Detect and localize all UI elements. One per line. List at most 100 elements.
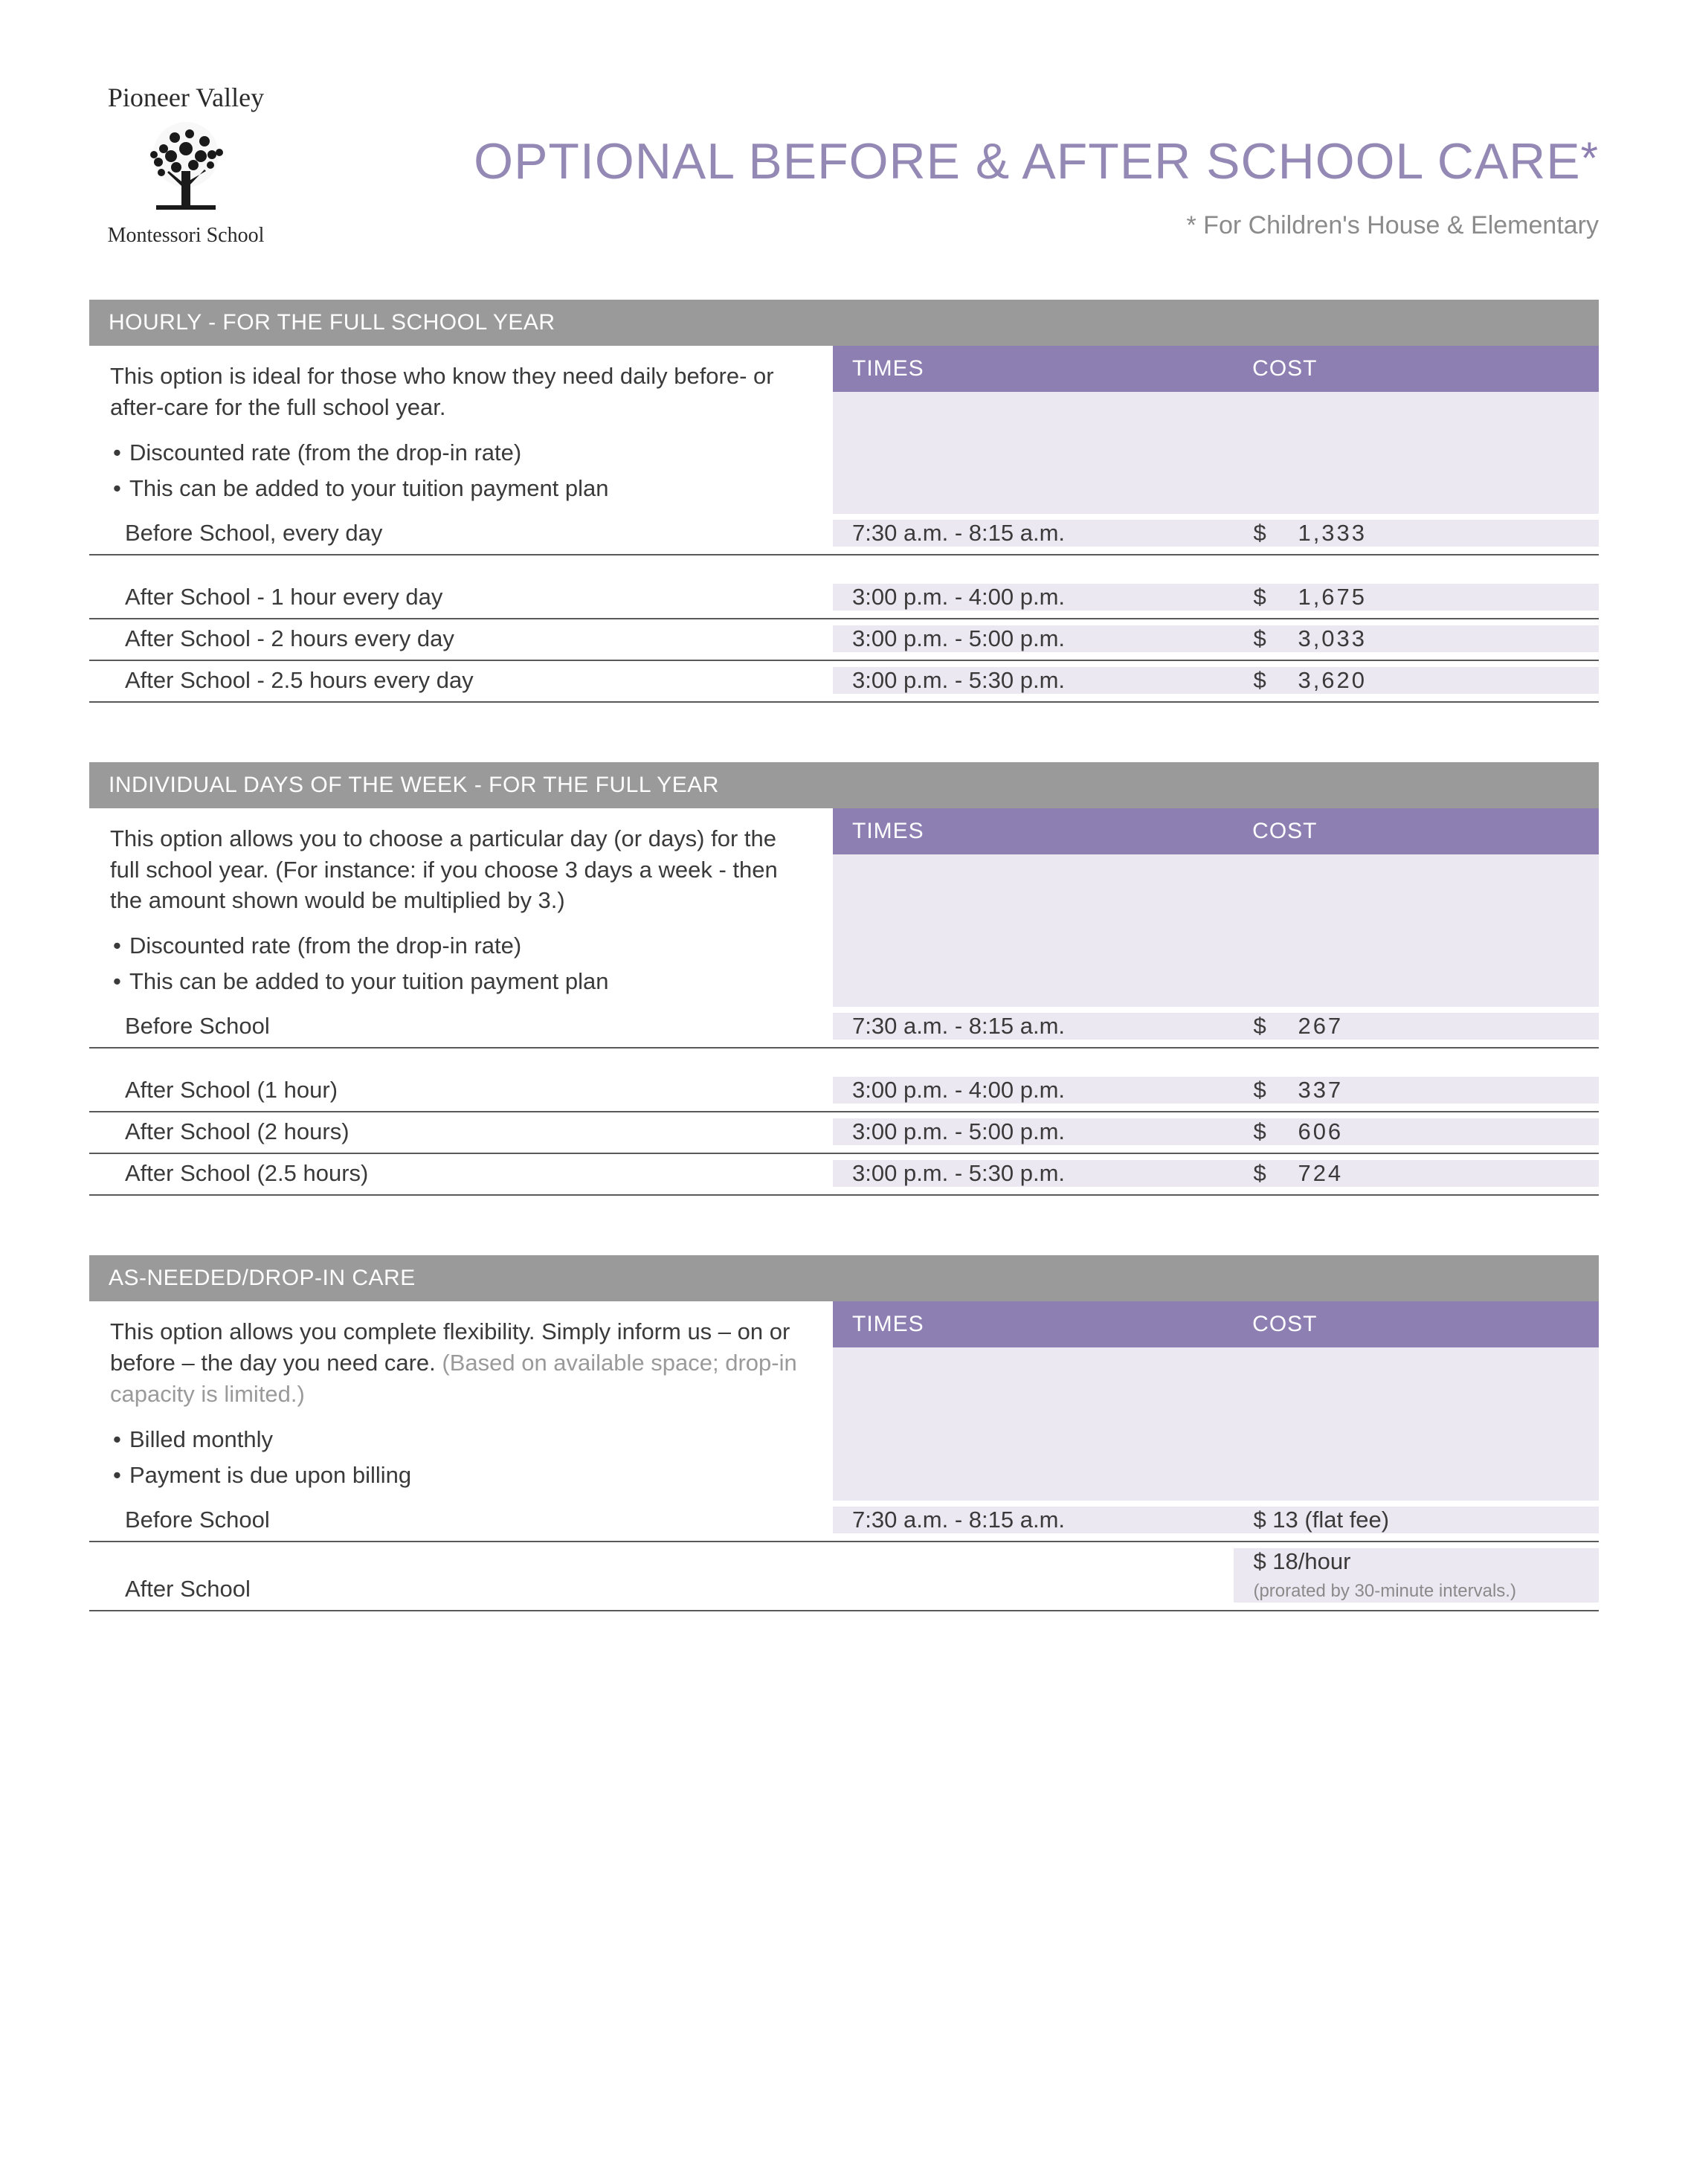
- bullet-dot: •: [113, 471, 129, 506]
- bullet-text: This can be added to your tuition paymen…: [129, 964, 609, 999]
- currency-symbol: $: [1253, 1118, 1275, 1145]
- title-asterisk: *: [1581, 133, 1599, 183]
- cost-header: COST: [1233, 1301, 1599, 1347]
- data-column: TIMESCOST: [833, 808, 1599, 1008]
- sections-container: HOURLY - FOR THE FULL SCHOOL YEARThis op…: [89, 300, 1599, 1626]
- pricing-section: AS-NEEDED/DROP-IN CARE This option allows…: [89, 1255, 1599, 1626]
- data-column: TIMESCOST: [833, 346, 1599, 514]
- currency-symbol: $: [1253, 667, 1275, 694]
- currency-symbol: $: [1253, 520, 1275, 547]
- currency-symbol: $: [1253, 1013, 1275, 1040]
- section-header: INDIVIDUAL DAYS OF THE WEEK - FOR THE FU…: [89, 762, 1599, 808]
- cost-value: 337: [1298, 1077, 1343, 1104]
- cost-value: 1,675: [1298, 584, 1367, 611]
- description-note: (Based on available space; drop-in capac…: [110, 1350, 797, 1407]
- row-cost: $724: [1234, 1160, 1599, 1187]
- bullet-dot: •: [113, 1457, 129, 1493]
- price-row: After School (2 hours)3:00 p.m. - 5:00 p…: [89, 1112, 1599, 1154]
- row-times: 3:00 p.m. - 4:00 p.m.: [833, 1077, 1234, 1104]
- title-block: OPTIONAL BEFORE & AFTER SCHOOL CARE* * F…: [312, 132, 1599, 248]
- row-times: 3:00 p.m. - 5:00 p.m.: [833, 1118, 1234, 1145]
- cost-header: COST: [1233, 808, 1599, 854]
- cost-value: 724: [1298, 1160, 1343, 1187]
- row-times: 7:30 a.m. - 8:15 a.m.: [833, 1507, 1234, 1533]
- bullet-item: •This can be added to your tuition payme…: [113, 471, 812, 506]
- bullet-dot: •: [113, 964, 129, 999]
- section-body: This option is ideal for those who know …: [89, 346, 1599, 514]
- logo-text-bottom: Montessori School: [89, 224, 283, 248]
- bullet-dot: •: [113, 1422, 129, 1457]
- bullet-text: Payment is due upon billing: [129, 1457, 411, 1493]
- cost-text: $ 13 (flat fee): [1253, 1507, 1599, 1533]
- column-headers: TIMESCOST: [833, 808, 1599, 854]
- row-cost: $606: [1234, 1118, 1599, 1145]
- data-fill: [833, 1347, 1599, 1501]
- price-row: After School - 1 hour every day3:00 p.m.…: [89, 578, 1599, 619]
- row-times: 3:00 p.m. - 4:00 p.m.: [833, 584, 1234, 611]
- price-row: After School $ 18/hour(prorated by 30-min…: [89, 1542, 1599, 1611]
- section-tail: [89, 703, 1599, 718]
- column-headers: TIMESCOST: [833, 346, 1599, 392]
- row-label: After School (2 hours): [89, 1118, 833, 1145]
- row-cost: $267: [1234, 1013, 1599, 1040]
- row-spacer: [89, 555, 1599, 578]
- bullet-text: Discounted rate (from the drop-in rate): [129, 928, 521, 964]
- row-cost: $ 18/hour(prorated by 30-minute interval…: [1234, 1548, 1599, 1602]
- cost-value: 606: [1298, 1118, 1343, 1145]
- row-times: 7:30 a.m. - 8:15 a.m.: [833, 520, 1234, 547]
- section-description: This option allows you complete flexibil…: [110, 1316, 812, 1410]
- bullet-item: •Billed monthly: [113, 1422, 812, 1457]
- row-times: 3:00 p.m. - 5:30 p.m.: [833, 1160, 1234, 1187]
- row-label: After School - 2.5 hours every day: [89, 667, 833, 694]
- bullet-item: •This can be added to your tuition payme…: [113, 964, 812, 999]
- price-row: After School - 2.5 hours every day3:00 p…: [89, 661, 1599, 703]
- bullet-item: •Payment is due upon billing: [113, 1457, 812, 1493]
- bullet-text: This can be added to your tuition paymen…: [129, 471, 609, 506]
- section-tail: [89, 1196, 1599, 1211]
- row-label: Before School: [89, 1013, 833, 1040]
- section-header: HOURLY - FOR THE FULL SCHOOL YEAR: [89, 300, 1599, 346]
- bullet-text: Discounted rate (from the drop-in rate): [129, 435, 521, 471]
- pricing-section: HOURLY - FOR THE FULL SCHOOL YEARThis op…: [89, 300, 1599, 718]
- cost-header: COST: [1233, 346, 1599, 392]
- tree-icon: [123, 119, 249, 216]
- row-cost: $1,333: [1234, 520, 1599, 547]
- section-body: This option allows you complete flexibil…: [89, 1301, 1599, 1501]
- page-title: OPTIONAL BEFORE & AFTER SCHOOL CARE*: [312, 132, 1599, 190]
- cost-value: 3,033: [1298, 625, 1367, 652]
- row-label: Before School: [89, 1507, 833, 1533]
- data-column: TIMESCOST: [833, 1301, 1599, 1501]
- times-header: TIMES: [833, 808, 1233, 854]
- bullet-list: •Discounted rate (from the drop-in rate)…: [113, 928, 812, 999]
- bullet-item: •Discounted rate (from the drop-in rate): [113, 928, 812, 964]
- row-label: After School: [89, 1576, 833, 1602]
- row-label: After School - 2 hours every day: [89, 625, 833, 652]
- row-cost: $ 13 (flat fee): [1234, 1507, 1599, 1533]
- price-row: After School (2.5 hours)3:00 p.m. - 5:30…: [89, 1154, 1599, 1196]
- row-label: Before School, every day: [89, 520, 833, 547]
- bullet-dot: •: [113, 435, 129, 471]
- section-header: AS-NEEDED/DROP-IN CARE: [89, 1255, 1599, 1301]
- school-logo: Pioneer Valley Montessori School: [89, 82, 283, 248]
- cost-value: 1,333: [1298, 520, 1367, 547]
- currency-symbol: $: [1253, 1160, 1275, 1187]
- row-label: After School (2.5 hours): [89, 1160, 833, 1187]
- row-times: 3:00 p.m. - 5:00 p.m.: [833, 625, 1234, 652]
- title-text: OPTIONAL BEFORE & AFTER SCHOOL CARE: [474, 133, 1580, 190]
- bullet-dot: •: [113, 928, 129, 964]
- pricing-section: INDIVIDUAL DAYS OF THE WEEK - FOR THE FU…: [89, 762, 1599, 1211]
- row-cost: $3,620: [1234, 667, 1599, 694]
- cost-text: $ 18/hour: [1253, 1548, 1599, 1575]
- bullet-list: •Billed monthly•Payment is due upon bill…: [113, 1422, 812, 1493]
- price-row: After School - 2 hours every day3:00 p.m…: [89, 619, 1599, 661]
- cost-value: 3,620: [1298, 667, 1367, 694]
- price-row: Before School7:30 a.m. - 8:15 a.m.$267: [89, 1007, 1599, 1048]
- price-row: After School (1 hour)3:00 p.m. - 4:00 p.…: [89, 1071, 1599, 1112]
- bullet-list: •Discounted rate (from the drop-in rate)…: [113, 435, 812, 506]
- row-spacer: [89, 1048, 1599, 1071]
- section-tail: [89, 1611, 1599, 1626]
- description-column: This option allows you complete flexibil…: [89, 1301, 833, 1501]
- section-body: This option allows you to choose a parti…: [89, 808, 1599, 1008]
- document-header: Pioneer Valley Montessori School OPTIONA…: [89, 82, 1599, 248]
- logo-text-top: Pioneer Valley: [89, 82, 283, 113]
